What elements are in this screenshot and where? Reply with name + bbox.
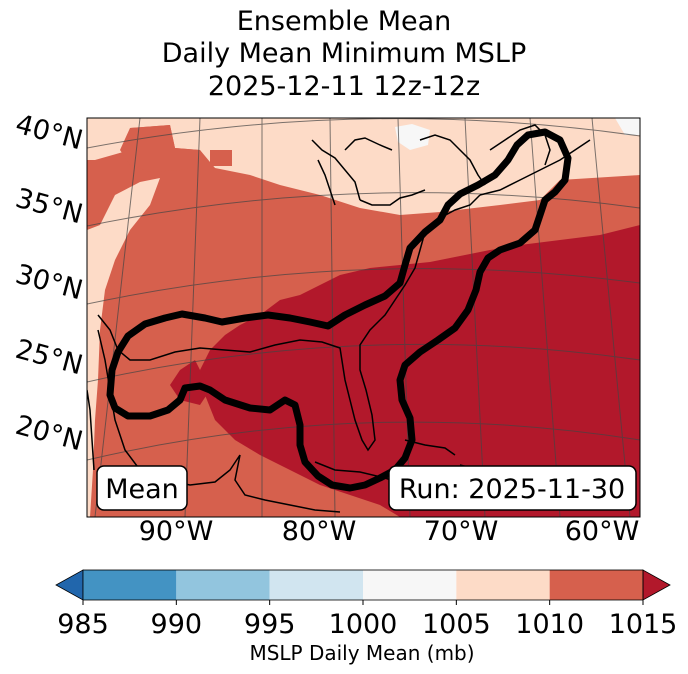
mean-box: Mean <box>96 465 188 511</box>
colorbar-tick-label: 985 <box>57 609 109 640</box>
pressure-field-1005-1010-west <box>87 178 160 517</box>
colorbar-bin-1010-1015 <box>549 570 643 600</box>
pressure-field-1000-1005 <box>395 124 430 150</box>
lon-label-90: 90°W <box>139 516 214 547</box>
colorbar: 985 990 995 1000 1005 1010 1015 <box>55 569 678 640</box>
colorbar-bin-985-990 <box>83 570 177 600</box>
colorbar-extend-low <box>55 569 84 601</box>
colorbar-bin-990-995 <box>176 570 270 600</box>
mean-box-label: Mean <box>105 474 179 505</box>
colorbar-bin-995-1000 <box>269 570 363 600</box>
title-line-1: Ensemble Mean <box>236 6 452 37</box>
pressure-field-1010-1015-small <box>210 150 232 166</box>
colorbar-tick-label: 1010 <box>515 609 584 640</box>
run-box: Run: 2025-11-30 <box>388 465 637 511</box>
colorbar-tick-label: 990 <box>151 609 203 640</box>
pressure-field-1015-plus <box>200 225 640 517</box>
colorbar-tick-label: 1015 <box>609 609 678 640</box>
colorbar-tick-label: 1005 <box>422 609 491 640</box>
run-box-label: Run: 2025-11-30 <box>399 474 625 505</box>
lat-label-25: 25°N <box>12 334 86 382</box>
colorbar-tick-label: 1000 <box>329 609 398 640</box>
lon-label-80: 80°W <box>282 516 357 547</box>
lat-label-35: 35°N <box>12 183 86 231</box>
pressure-field-1010-1015-patch <box>120 125 205 172</box>
map-panel[interactable]: Mean Run: 2025-11-30 <box>87 118 640 517</box>
lat-label-20: 20°N <box>12 410 86 458</box>
colorbar-extend-high <box>642 569 671 601</box>
lon-label-70: 70°W <box>424 516 499 547</box>
title-line-3: 2025-12-11 12z-12z <box>207 71 481 102</box>
title-line-2: Daily Mean Minimum MSLP <box>161 38 527 69</box>
colorbar-bin-1000-1005 <box>363 570 457 600</box>
pressure-field-1000-1005-2 <box>615 118 640 135</box>
lat-label-40: 40°N <box>12 109 86 157</box>
map-frame <box>86 117 641 518</box>
ensemble-contour <box>106 128 572 492</box>
lon-label-60: 60°W <box>565 516 640 547</box>
colorbar-label: MSLP Daily Mean (mb) <box>249 641 474 665</box>
lat-label-30: 30°N <box>12 259 86 307</box>
colorbar-bin-1005-1010 <box>456 570 550 600</box>
colorbar-tick-label: 995 <box>244 609 296 640</box>
